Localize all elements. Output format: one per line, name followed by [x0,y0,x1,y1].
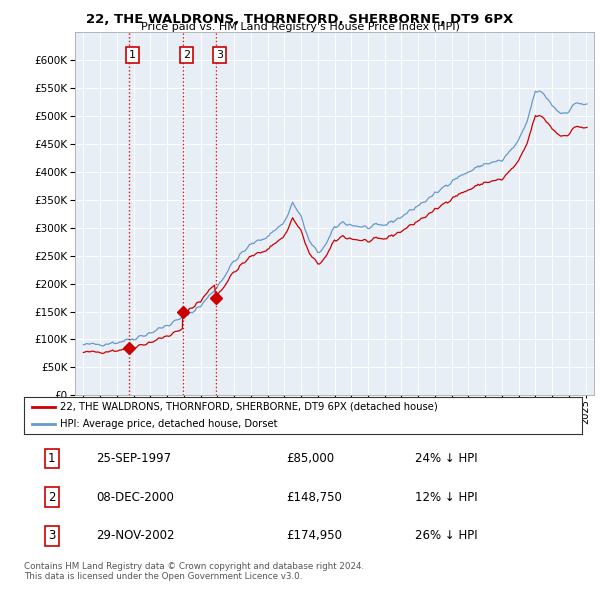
Text: £174,950: £174,950 [286,529,342,542]
Text: 12% ↓ HPI: 12% ↓ HPI [415,490,477,504]
Text: 22, THE WALDRONS, THORNFORD, SHERBORNE, DT9 6PX: 22, THE WALDRONS, THORNFORD, SHERBORNE, … [86,13,514,26]
Text: £85,000: £85,000 [286,452,334,465]
Text: 2: 2 [182,50,190,60]
Text: 3: 3 [48,529,56,542]
Text: 08-DEC-2000: 08-DEC-2000 [97,490,175,504]
Text: 1: 1 [48,452,56,465]
Text: Contains HM Land Registry data © Crown copyright and database right 2024.
This d: Contains HM Land Registry data © Crown c… [24,562,364,581]
Text: £148,750: £148,750 [286,490,342,504]
Text: 1: 1 [129,50,136,60]
Text: 29-NOV-2002: 29-NOV-2002 [97,529,175,542]
Text: 2: 2 [48,490,56,504]
Text: 22, THE WALDRONS, THORNFORD, SHERBORNE, DT9 6PX (detached house): 22, THE WALDRONS, THORNFORD, SHERBORNE, … [60,402,438,412]
Text: 3: 3 [216,50,223,60]
Text: 25-SEP-1997: 25-SEP-1997 [97,452,172,465]
Text: 26% ↓ HPI: 26% ↓ HPI [415,529,477,542]
Text: HPI: Average price, detached house, Dorset: HPI: Average price, detached house, Dors… [60,419,278,429]
Text: 24% ↓ HPI: 24% ↓ HPI [415,452,477,465]
Text: Price paid vs. HM Land Registry's House Price Index (HPI): Price paid vs. HM Land Registry's House … [140,22,460,32]
